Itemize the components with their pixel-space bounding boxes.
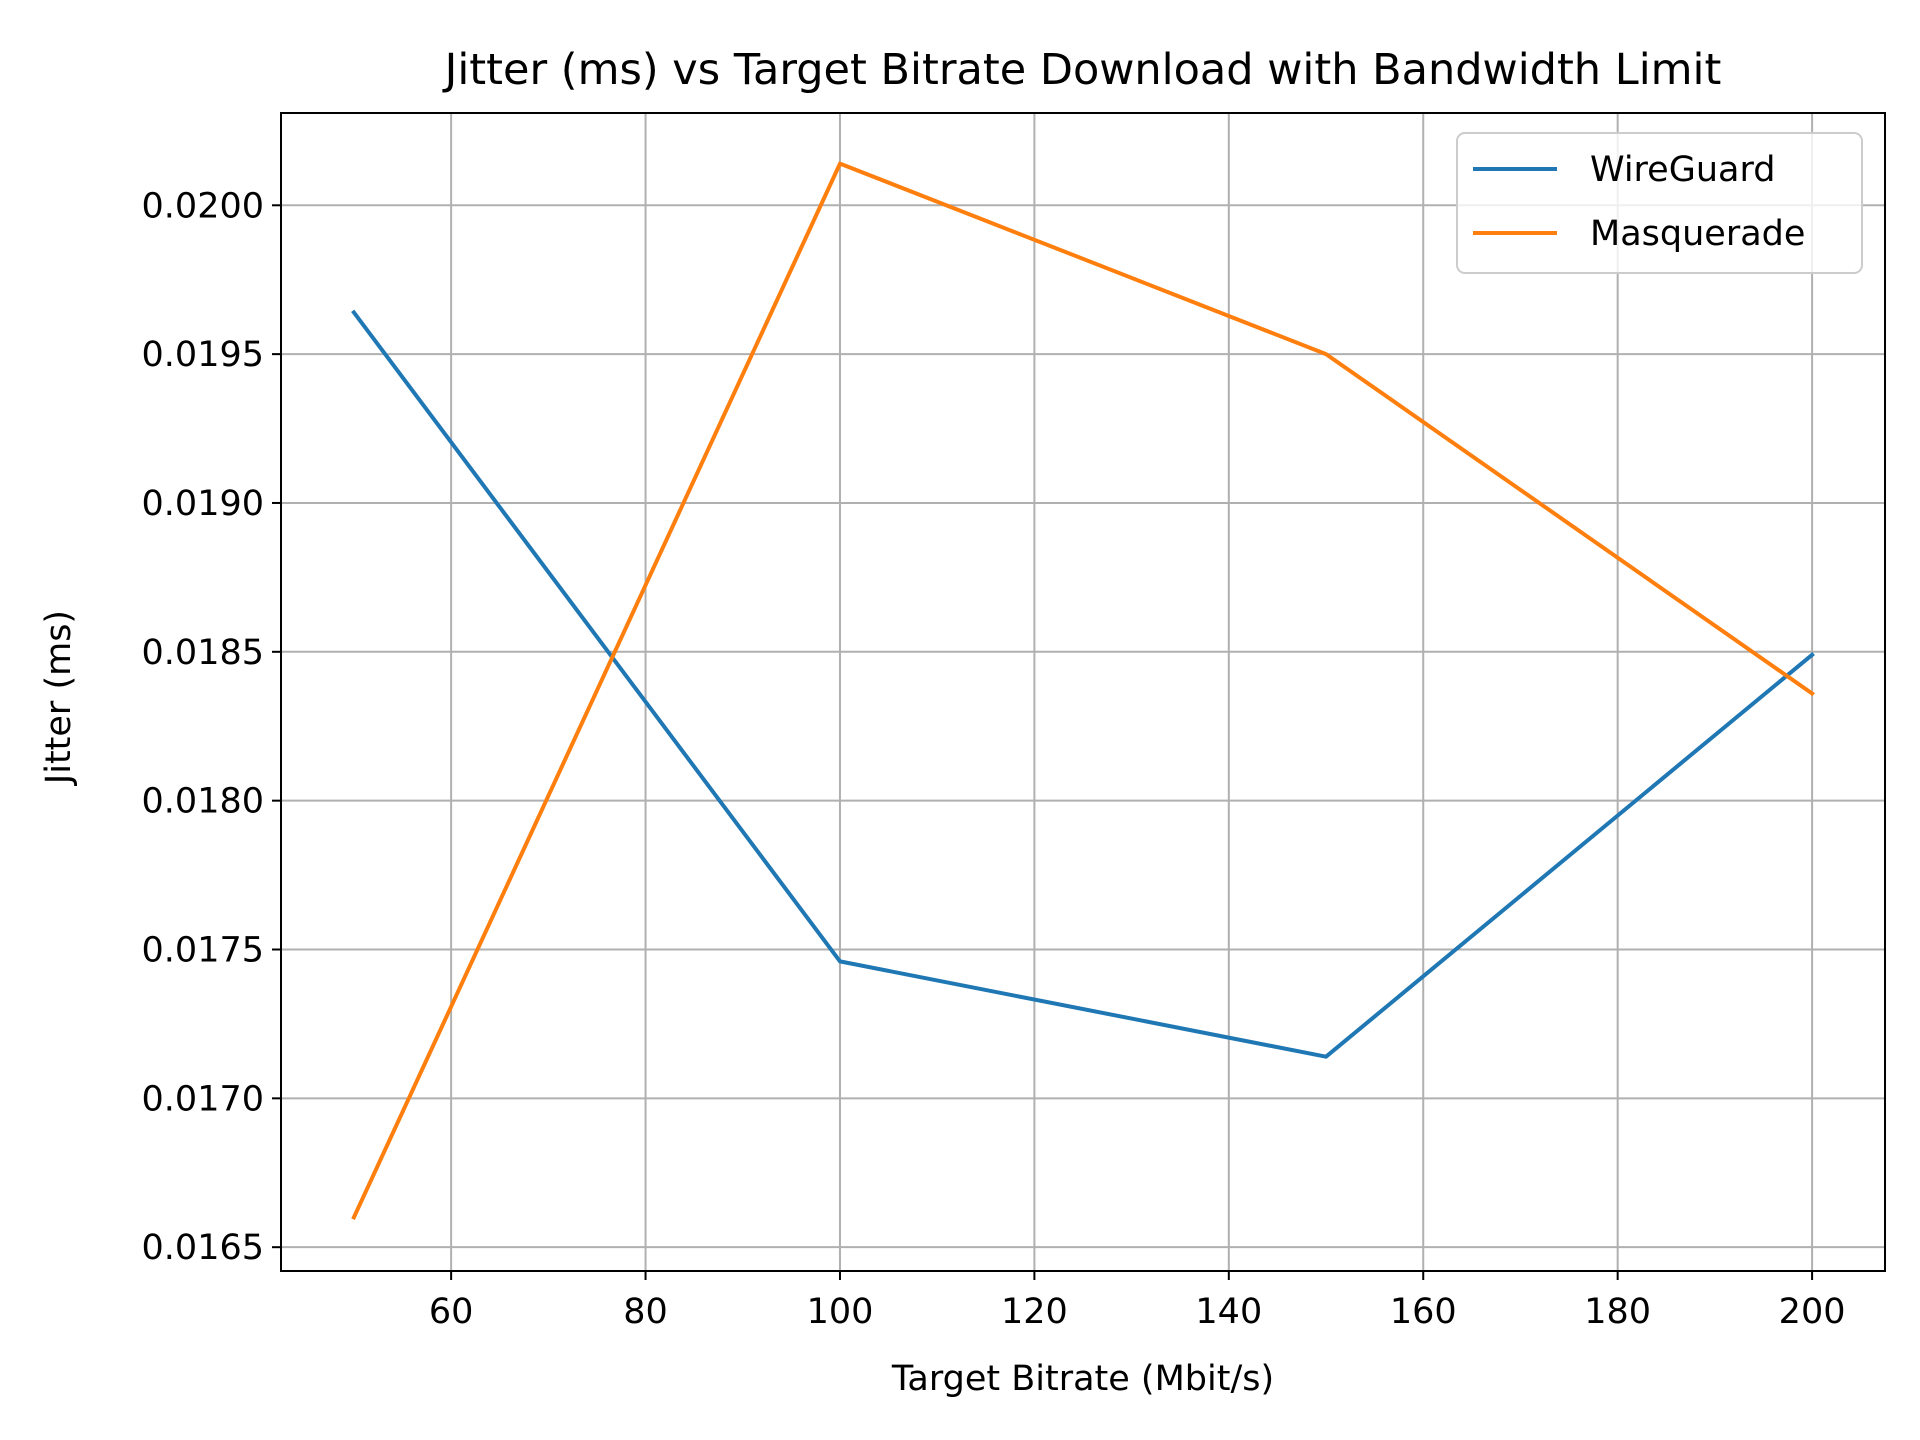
- x-tick-label: 100: [807, 1292, 874, 1332]
- legend-label-wireguard: WireGuard: [1590, 150, 1775, 190]
- y-tick-label: 0.0190: [142, 484, 264, 524]
- x-tick-label: 180: [1584, 1292, 1651, 1332]
- y-tick-label: 0.0195: [142, 335, 264, 375]
- x-tick-label: 200: [1779, 1292, 1846, 1332]
- series-lines: [351, 161, 1815, 1221]
- y-tick-label: 0.0185: [142, 633, 264, 673]
- plot-frame: [280, 112, 1886, 1272]
- grid: [281, 113, 1885, 1271]
- y-tick-label: 0.0170: [142, 1079, 264, 1119]
- y-axis-ticks: 0.0165 0.0170 0.0175 0.0180 0.0185 0.0190 0.01…: [142, 186, 281, 1268]
- legend-label-masquerade: Masquerade: [1590, 214, 1805, 254]
- x-axis-ticks: 60 80 100 120 140 160 180 200: [429, 1271, 1846, 1332]
- x-tick-label: 80: [623, 1292, 668, 1332]
- y-tick-label: 0.0200: [142, 186, 264, 226]
- x-tick-label: 120: [1001, 1292, 1068, 1332]
- y-tick-label: 0.0165: [142, 1228, 264, 1268]
- x-tick-label: 160: [1390, 1292, 1457, 1332]
- x-tick-label: 60: [429, 1292, 474, 1332]
- legend: WireGuard Masquerade: [1456, 132, 1863, 274]
- y-tick-label: 0.0180: [142, 782, 264, 822]
- x-axis-label: Target Bitrate (Mbit/s): [891, 1359, 1274, 1399]
- y-tick-label: 0.0175: [142, 930, 264, 970]
- legend-box: [1456, 132, 1863, 274]
- chart-title: Jitter (ms) vs Target Bitrate Download w…: [442, 45, 1722, 95]
- series-line-wireguard: [351, 309, 1815, 1059]
- y-axis-label: Jitter (ms): [39, 610, 79, 786]
- series-line-masquerade: [351, 161, 1815, 1221]
- x-tick-label: 140: [1195, 1292, 1262, 1332]
